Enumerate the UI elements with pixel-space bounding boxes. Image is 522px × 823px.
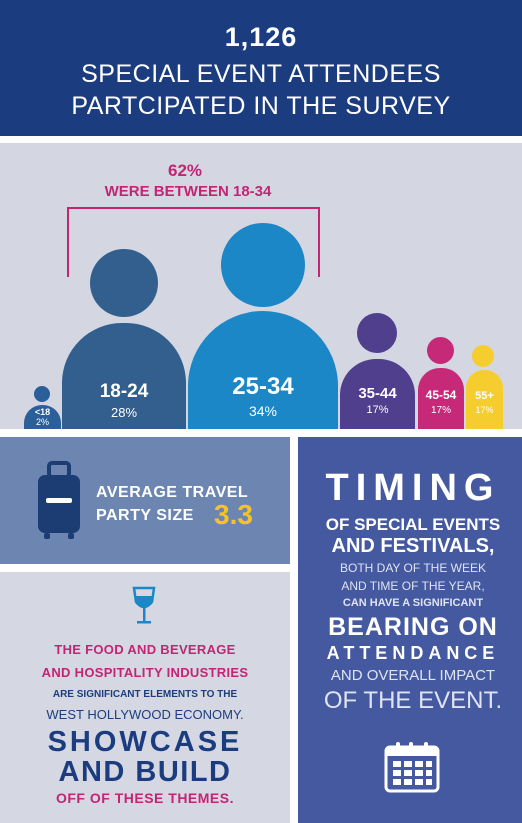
person-25-34: 25-34 34% bbox=[188, 311, 338, 429]
person-head-25-34 bbox=[221, 223, 305, 307]
age-label: 45-54 bbox=[425, 388, 457, 402]
highlight-label: WERE BETWEEN 18-34 bbox=[104, 183, 272, 200]
timing-line-10: OF THE EVENT. bbox=[323, 687, 503, 714]
age-label: <18 bbox=[34, 407, 51, 417]
timing-line-5: AND TIME OF THE YEAR, bbox=[341, 579, 485, 593]
pct-label: 2% bbox=[35, 417, 49, 427]
timing-line-8: ATTENDANCE bbox=[326, 643, 500, 663]
header-line-2: PARTCIPATED IN THE SURVEY bbox=[71, 92, 451, 120]
age-label: 55+ bbox=[475, 390, 494, 402]
age-groups-section: 62% WERE BETWEEN 18-34 <18 2% 18-24 28% … bbox=[0, 143, 522, 429]
person-head-18-24 bbox=[90, 249, 158, 317]
travel-line-1: AVERAGE TRAVEL bbox=[96, 484, 249, 501]
person-head-35-44 bbox=[357, 313, 397, 353]
person-under-18: <18 2% bbox=[24, 405, 61, 429]
food-line-1: THE FOOD AND BEVERAGE bbox=[54, 642, 236, 657]
timing-line-3: AND FESTIVALS, bbox=[331, 535, 495, 557]
food-line-3: ARE SIGNIFICANT ELEMENTS TO THE bbox=[52, 689, 238, 700]
food-line-7: OFF OF THESE THEMES. bbox=[55, 790, 234, 806]
pct-label: 17% bbox=[475, 405, 494, 415]
timing-line-1: TIMING bbox=[325, 467, 501, 509]
food-beverage-panel: THE FOOD AND BEVERAGE AND HOSPITALITY IN… bbox=[0, 572, 290, 823]
timing-line-9: AND OVERALL IMPACT bbox=[330, 667, 496, 684]
food-line-2: AND HOSPITALITY INDUSTRIES bbox=[41, 665, 249, 680]
suitcase-icon bbox=[38, 461, 80, 539]
highlight-pct: 62% bbox=[167, 161, 203, 180]
timing-line-6: CAN HAVE A SIGNIFICANT bbox=[342, 597, 484, 609]
person-55-plus: 55+ 17% bbox=[466, 370, 503, 429]
travel-party-size: 3.3 bbox=[214, 499, 253, 530]
person-45-54: 45-54 17% bbox=[418, 368, 464, 429]
pct-label: 17% bbox=[366, 404, 389, 416]
wine-glass-icon bbox=[132, 586, 156, 624]
food-line-4: WEST HOLLYWOOD ECONOMY. bbox=[46, 707, 244, 722]
timing-panel: TIMING OF SPECIAL EVENTS AND FESTIVALS, … bbox=[298, 437, 522, 823]
age-label: 25-34 bbox=[232, 373, 294, 400]
calendar-icon bbox=[384, 742, 440, 793]
age-label: 35-44 bbox=[358, 385, 397, 402]
travel-party-panel: AVERAGE TRAVEL PARTY SIZE 3.3 bbox=[0, 437, 290, 564]
travel-line-2: PARTY SIZE bbox=[96, 507, 194, 524]
person-head-45-54 bbox=[427, 337, 454, 364]
timing-line-4: BOTH DAY OF THE WEEK bbox=[339, 561, 487, 575]
pct-label: 17% bbox=[430, 405, 451, 416]
header-line-1: SPECIAL EVENT ATTENDEES bbox=[81, 60, 441, 88]
pct-label: 28% bbox=[110, 405, 138, 420]
age-label: 18-24 bbox=[99, 381, 149, 402]
pct-label: 34% bbox=[248, 403, 278, 419]
highlight-bracket bbox=[67, 207, 320, 277]
header-banner: 1,126 SPECIAL EVENT ATTENDEES PARTCIPATE… bbox=[0, 0, 522, 136]
timing-line-7: BEARING ON bbox=[328, 613, 498, 641]
food-line-6: AND BUILD bbox=[58, 756, 232, 788]
timing-line-2: OF SPECIAL EVENTS bbox=[325, 515, 501, 534]
food-line-5: SHOWCASE bbox=[47, 726, 243, 758]
person-head-under-18 bbox=[34, 386, 50, 402]
attendee-count: 1,126 bbox=[224, 22, 298, 52]
person-18-24: 18-24 28% bbox=[62, 323, 186, 429]
person-35-44: 35-44 17% bbox=[340, 359, 415, 429]
person-head-55-plus bbox=[472, 345, 494, 367]
